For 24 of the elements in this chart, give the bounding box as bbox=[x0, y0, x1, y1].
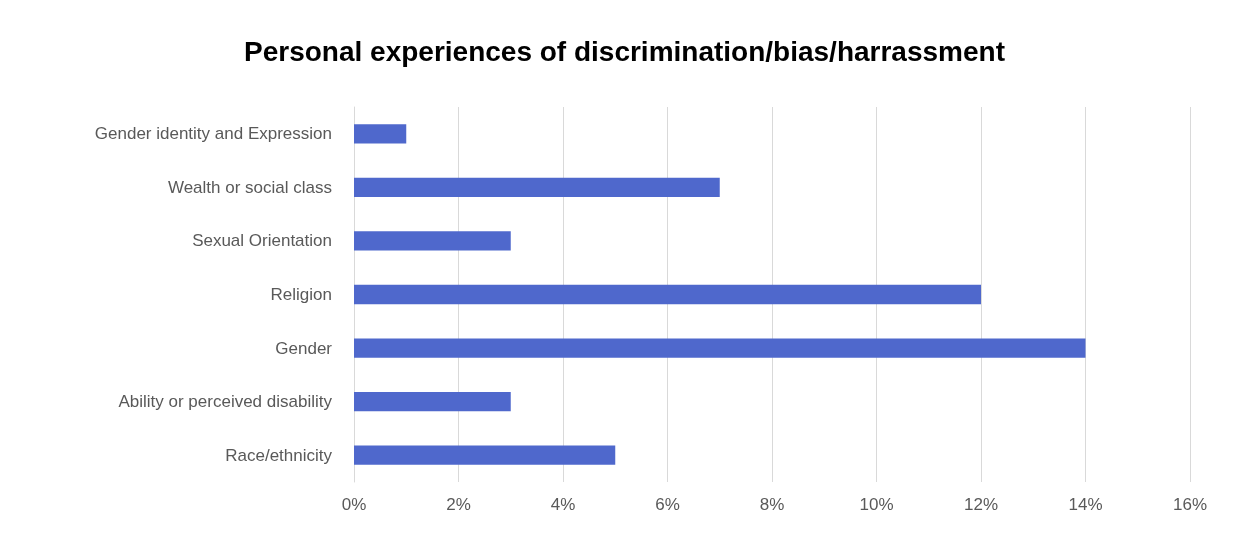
x-tick-label: 2% bbox=[446, 495, 471, 514]
y-tick-label: Sexual Orientation bbox=[192, 231, 332, 251]
x-tick-label: 0% bbox=[341, 495, 367, 514]
bar bbox=[354, 177, 720, 197]
bar bbox=[354, 124, 407, 144]
x-tick-label: 14% bbox=[1068, 495, 1103, 514]
x-tick-label: 6% bbox=[655, 495, 680, 514]
x-tick-label: 8% bbox=[759, 495, 785, 514]
bar bbox=[354, 392, 511, 412]
x-tick-label: 10% bbox=[859, 495, 894, 514]
y-tick-label: Race/ethnicity bbox=[225, 445, 333, 465]
bar bbox=[354, 231, 511, 251]
y-tick-label: Gender identity and Expression bbox=[94, 124, 332, 144]
bar bbox=[354, 338, 1086, 358]
x-tick-label: 12% bbox=[963, 495, 999, 514]
y-tick-label: Religion bbox=[270, 285, 332, 304]
bar bbox=[354, 445, 616, 465]
chart-title: Personal experiences of discrimination/bias/harrassment bbox=[244, 35, 1005, 67]
bar bbox=[354, 284, 981, 305]
y-tick-label: Gender bbox=[275, 338, 333, 358]
y-tick-label: Ability or perceived disability bbox=[118, 392, 333, 412]
x-tick-label: 16% bbox=[1172, 495, 1208, 514]
y-tick-label: Wealth or social class bbox=[167, 177, 332, 197]
x-tick-label: 4% bbox=[550, 495, 576, 514]
